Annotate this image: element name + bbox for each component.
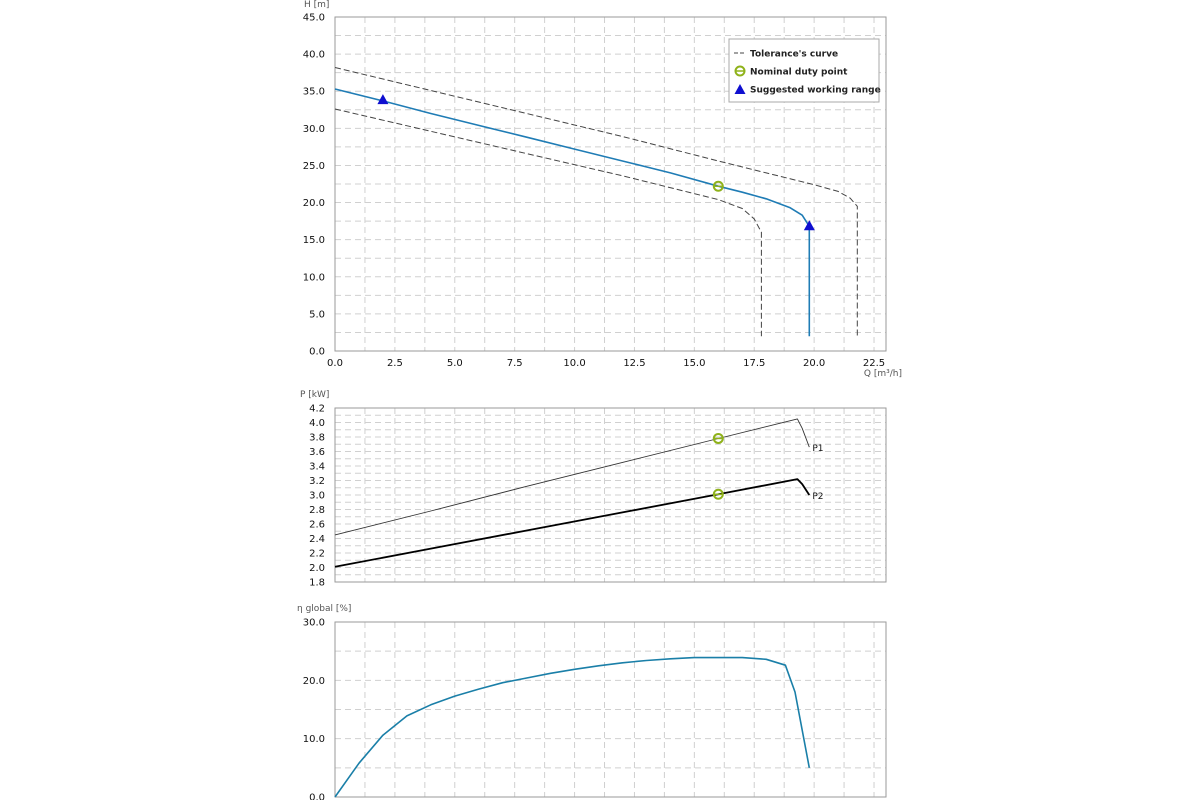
y-tick-label: 20.0 (303, 676, 325, 687)
legend: Tolerance's curve Nominal duty point Sugge… (728, 38, 881, 103)
series-label-p2: P2 (812, 492, 823, 502)
y-tick-label: 0.0 (309, 793, 325, 800)
legend-box (728, 38, 880, 103)
y-axis-label: η global [%] (297, 604, 351, 614)
y-tick-label: 10.0 (303, 734, 325, 745)
x-tick-label: 20.0 (803, 358, 825, 369)
efficiency-curve (334, 656, 811, 798)
y-tick-label: 1.8 (309, 578, 325, 589)
y-tick-label: 10.0 (303, 272, 325, 283)
y-tick-label: 0.0 (309, 347, 325, 358)
working-range-marker (377, 94, 389, 105)
working-range-marker (803, 220, 815, 231)
series-p2 (334, 478, 811, 568)
y-tick-label: 2.0 (309, 563, 325, 574)
x-tick-label: 5.0 (447, 358, 463, 369)
y-tick-label: 2.6 (309, 520, 325, 531)
y-tick-label: 3.0 (309, 491, 325, 502)
y-tick-label: 3.2 (309, 476, 325, 487)
y-tick-label: 2.8 (309, 505, 325, 516)
legend-label: Nominal duty point (750, 68, 848, 78)
legend-label: Suggested working range (750, 86, 881, 96)
y-tick-label: 5.0 (309, 309, 325, 320)
x-tick-label: 10.0 (563, 358, 585, 369)
gridlines (335, 408, 886, 582)
y-tick-label: 3.4 (309, 462, 325, 473)
y-tick-label: 3.8 (309, 433, 325, 444)
legend-triangle-icon (734, 84, 746, 94)
y-tick-label: 40.0 (303, 50, 325, 61)
y-tick-label: 25.0 (303, 161, 325, 172)
x-tick-label: 7.5 (507, 358, 523, 369)
plot-frame (334, 621, 887, 798)
x-tick-label: 0.0 (327, 358, 343, 369)
y-tick-label: 45.0 (303, 13, 325, 24)
y-tick-label: 3.6 (309, 447, 325, 458)
x-tick-label: 12.5 (623, 358, 645, 369)
x-tick-label: 15.0 (683, 358, 705, 369)
tolerance-lower-curve (334, 108, 762, 337)
y-tick-label: 15.0 (303, 235, 325, 246)
y-tick-label: 35.0 (303, 87, 325, 98)
x-tick-label: 17.5 (743, 358, 765, 369)
plot-frame (334, 407, 887, 583)
y-tick-label: 4.2 (309, 404, 325, 415)
series-label-p1: P1 (812, 444, 823, 454)
x-tick-label: 22.5 (863, 358, 885, 369)
gridlines (335, 622, 886, 797)
series-p1 (334, 418, 810, 536)
y-tick-label: 2.2 (309, 549, 325, 560)
head-chart: 0.0 5.0 10.0 15.0 20.0 25.0 30.0 35.0 40.0 45.0 0.… (303, 0, 902, 379)
head-curve (334, 88, 811, 337)
y-axis-label: P [kW] (300, 390, 329, 400)
y-tick-label: 4.0 (309, 418, 325, 429)
y-axis-label: H [m] (304, 0, 329, 10)
y-tick-label: 2.4 (309, 534, 325, 545)
x-axis-label: Q [m³/h] (864, 369, 902, 379)
plot-frame (334, 16, 887, 352)
tolerance-upper-curve (334, 67, 858, 337)
legend-label: Tolerance's curve (750, 50, 838, 60)
power-chart: 1.8 2.0 2.2 2.4 2.6 2.8 3.0 3.2 3.4 3.6 3.8 4.0 4.2 P… (300, 390, 887, 589)
x-tick-label: 2.5 (387, 358, 403, 369)
y-tick-label: 30.0 (303, 124, 325, 135)
y-tick-label: 30.0 (303, 618, 325, 629)
efficiency-chart: 0.0 10.0 20.0 30.0 η global [%] (297, 604, 887, 800)
y-tick-label: 20.0 (303, 198, 325, 209)
